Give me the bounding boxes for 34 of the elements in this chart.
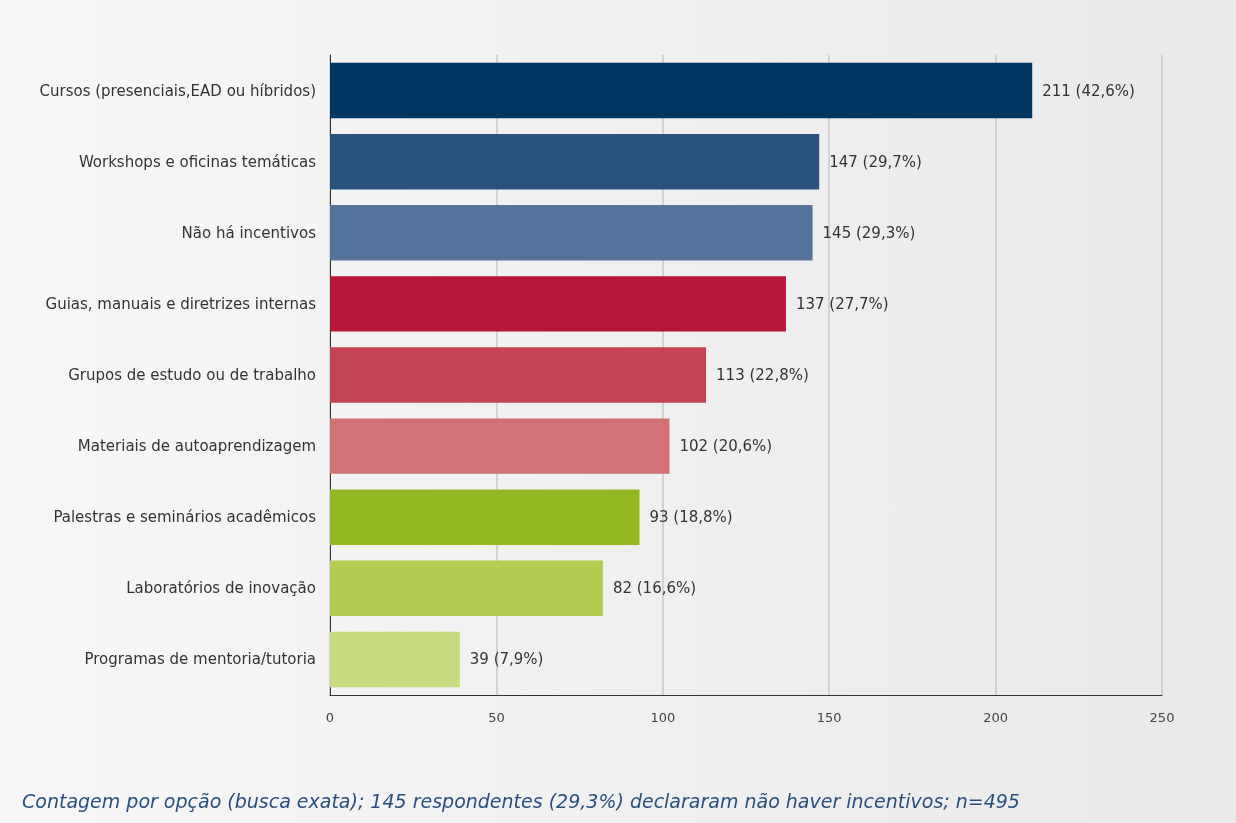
data-label: 113 (22,8%) — [716, 366, 809, 384]
bar — [330, 62, 1033, 119]
x-tick-label: 50 — [488, 710, 505, 725]
data-label: 147 (29,7%) — [829, 152, 922, 171]
x-tick-label: 200 — [983, 710, 1009, 725]
data-label: 211 (42,6%) — [1042, 81, 1135, 100]
bar — [330, 560, 603, 617]
data-label: 82 (16,6%) — [612, 579, 697, 598]
text: Contagem por opção (busca exata); 145 respondentes (29,3%) declararam não haver incentivos; n=495 — [22, 790, 1020, 812]
bar — [330, 631, 460, 688]
bar — [330, 276, 786, 332]
bar — [330, 133, 820, 190]
bar — [330, 418, 670, 474]
data-label: 145 (29,3%) — [822, 223, 916, 242]
x-tick-label: 0 — [325, 710, 335, 725]
y-tick-label: Programas de mentoria/tutoria — [84, 650, 316, 669]
bar — [330, 205, 813, 261]
data-label: 39 (7,9%) — [469, 650, 544, 669]
bar — [330, 347, 707, 403]
y-tick-label: Workshops e oficinas temáticas — [78, 152, 317, 171]
x-tick-label: 150 — [816, 710, 842, 725]
y-tick-label: Guias, manuais e diretrizes internas — [45, 294, 317, 313]
data-label: 137 (27,7%) — [795, 294, 889, 313]
y-tick-label: Não há incentivos — [181, 223, 317, 242]
y-tick-label: Materiais de autoaprendizagem — [77, 437, 316, 456]
x-tick-label: 100 — [650, 710, 676, 725]
y-tick-label: Laboratórios de inovação — [126, 579, 316, 598]
bar — [330, 489, 640, 545]
y-tick-label: Grupos de estudo ou de trabalho — [68, 366, 316, 384]
y-tick-label: Cursos (presenciais,EAD ou híbridos) — [39, 81, 316, 100]
data-label: 102 (20,6%) — [679, 437, 773, 456]
y-tick-label: Palestras e seminários acadêmicos — [53, 508, 317, 527]
data-label: 93 (18,8%) — [649, 508, 733, 527]
x-tick-label: 250 — [1149, 710, 1175, 725]
